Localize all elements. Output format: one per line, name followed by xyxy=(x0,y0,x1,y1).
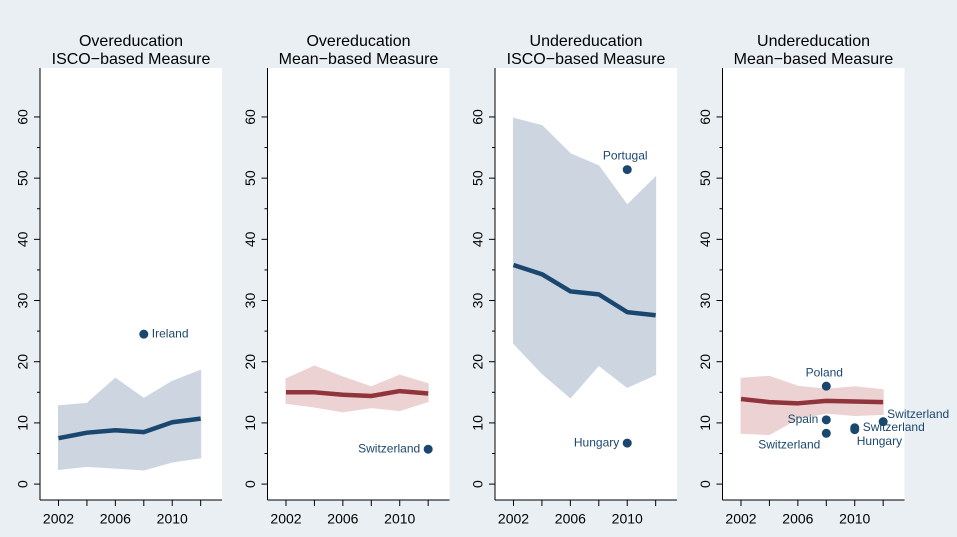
x-tick-label: 2010 xyxy=(157,511,188,527)
x-tick-label: 2006 xyxy=(100,511,131,527)
y-tick-label: 30 xyxy=(470,293,486,309)
y-tick-label: 20 xyxy=(15,354,31,370)
x-tick-label: 2006 xyxy=(782,511,813,527)
confidence-band xyxy=(285,365,429,413)
y-tick-label: 50 xyxy=(697,170,713,186)
y-tick-label: 0 xyxy=(697,480,713,488)
y-tick-label: 50 xyxy=(15,170,31,186)
y-tick-label: 60 xyxy=(15,109,31,125)
y-tick-label: 50 xyxy=(470,170,486,186)
chart-subtitle: ISCO−based Measure xyxy=(507,51,666,68)
outlier-point xyxy=(821,415,831,425)
y-tick-label: 50 xyxy=(242,170,258,186)
y-tick-label: 20 xyxy=(470,354,486,370)
point-label: Spain xyxy=(788,412,819,426)
x-tick-label: 2002 xyxy=(498,511,529,527)
plot-area xyxy=(267,68,450,500)
point-label: Hungary xyxy=(574,435,619,449)
trend-line xyxy=(512,262,656,318)
outlier-point xyxy=(821,428,831,438)
point-label: Switzerland xyxy=(358,441,420,455)
y-tick-label: 40 xyxy=(470,231,486,247)
trend-line xyxy=(58,416,201,441)
y-tick-label: 30 xyxy=(15,293,31,309)
y-tick-label: 40 xyxy=(15,231,31,247)
y-tick-label: 40 xyxy=(242,231,258,247)
x-tick-label: 2010 xyxy=(839,511,870,527)
point-label: Switzerland xyxy=(887,407,949,421)
chart-title: Overeducation xyxy=(306,33,410,50)
chart-subtitle: Mean−based Measure xyxy=(734,51,894,68)
y-tick-label: 60 xyxy=(242,109,258,125)
outlier-point xyxy=(850,425,860,435)
outlier-point xyxy=(622,165,632,175)
y-tick-label: 10 xyxy=(470,415,486,431)
y-tick-label: 20 xyxy=(242,354,258,370)
outlier-point xyxy=(423,444,433,454)
x-tick-label: 2002 xyxy=(725,511,756,527)
point-label: Hungary xyxy=(857,434,902,448)
trend-line xyxy=(285,388,429,399)
point-label: Ireland xyxy=(152,326,189,340)
y-tick-label: 40 xyxy=(697,231,713,247)
x-tick-label: 2006 xyxy=(327,511,358,527)
confidence-band xyxy=(740,375,884,436)
chart-title: Undereducation xyxy=(530,33,643,50)
y-tick-label: 10 xyxy=(15,415,31,431)
confidence-band xyxy=(512,117,657,399)
outlier-point xyxy=(139,329,149,339)
y-tick-label: 10 xyxy=(242,415,258,431)
trend-line xyxy=(740,396,884,406)
outlier-point xyxy=(622,438,632,448)
y-tick-label: 60 xyxy=(470,109,486,125)
confidence-band xyxy=(57,369,202,471)
point-label: Poland xyxy=(806,365,843,379)
x-tick-label: 2002 xyxy=(270,511,301,527)
y-tick-label: 30 xyxy=(697,293,713,309)
chart-subtitle: Mean−based Measure xyxy=(279,51,439,68)
point-label: Switzerland xyxy=(758,437,820,451)
chart-title: Undereducation xyxy=(757,33,870,50)
x-tick-label: 2006 xyxy=(555,511,586,527)
outlier-point xyxy=(878,417,888,427)
chart-subtitle: ISCO−based Measure xyxy=(52,51,211,68)
x-tick-label: 2010 xyxy=(612,511,643,527)
y-tick-label: 60 xyxy=(697,109,713,125)
chart-title: Overeducation xyxy=(79,33,183,50)
point-label: Portugal xyxy=(603,149,648,163)
y-tick-label: 30 xyxy=(242,293,258,309)
outlier-point xyxy=(821,381,831,391)
x-tick-label: 2002 xyxy=(43,511,74,527)
point-label: Switzerland xyxy=(863,420,925,434)
y-tick-label: 10 xyxy=(697,415,713,431)
x-tick-label: 2010 xyxy=(384,511,415,527)
y-tick-label: 0 xyxy=(470,480,486,488)
y-tick-label: 0 xyxy=(15,480,31,488)
y-tick-label: 0 xyxy=(242,480,258,488)
y-tick-label: 20 xyxy=(697,354,713,370)
